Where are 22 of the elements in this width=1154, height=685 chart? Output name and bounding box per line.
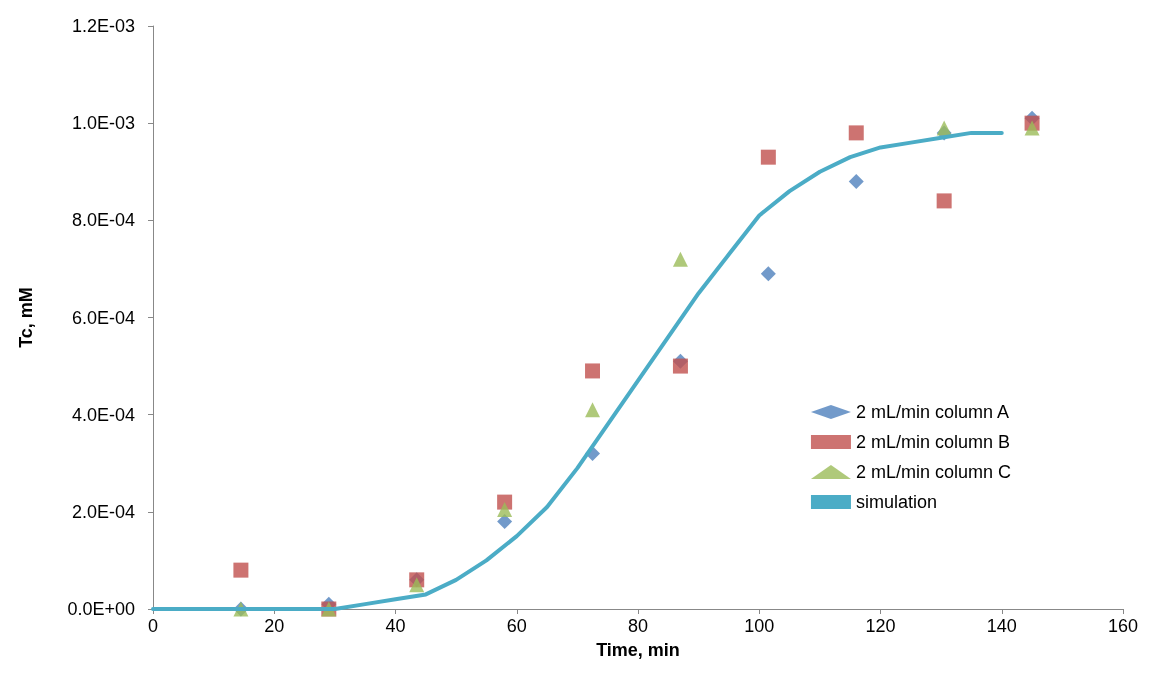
x-tick-label: 120 bbox=[865, 616, 896, 636]
x-tick-label: 40 bbox=[385, 616, 406, 636]
legend-label: 2 mL/min column C bbox=[855, 462, 1012, 482]
y-tick-label: 6.0E-04 bbox=[71, 307, 135, 328]
x-tick-label: 20 bbox=[264, 616, 285, 636]
x-axis-title: Time, min bbox=[596, 640, 680, 660]
y-tick-label: 8.0E-04 bbox=[71, 210, 135, 231]
x-tick-label: 100 bbox=[744, 616, 775, 636]
y-tick-label: 0.0E+00 bbox=[67, 599, 135, 619]
legend-label: 2 mL/min column B bbox=[855, 432, 1011, 452]
legend-label: 2 mL/min column A bbox=[855, 402, 1010, 422]
y-axis-title: Tc, mM bbox=[16, 287, 36, 348]
y-tick-label: 4.0E-04 bbox=[71, 404, 135, 425]
x-tick-label: 140 bbox=[986, 616, 1017, 636]
x-tick-label: 0 bbox=[147, 616, 159, 636]
x-tick-label: 60 bbox=[506, 616, 527, 636]
y-tick-label: 2.0E-04 bbox=[71, 501, 135, 522]
y-tick-label: 1.2E-03 bbox=[71, 16, 135, 36]
legend-label: simulation bbox=[855, 492, 937, 512]
x-tick-label: 160 bbox=[1107, 616, 1139, 636]
x-tick-label: 80 bbox=[627, 616, 649, 636]
y-tick-label: 1.0E-03 bbox=[71, 113, 135, 134]
